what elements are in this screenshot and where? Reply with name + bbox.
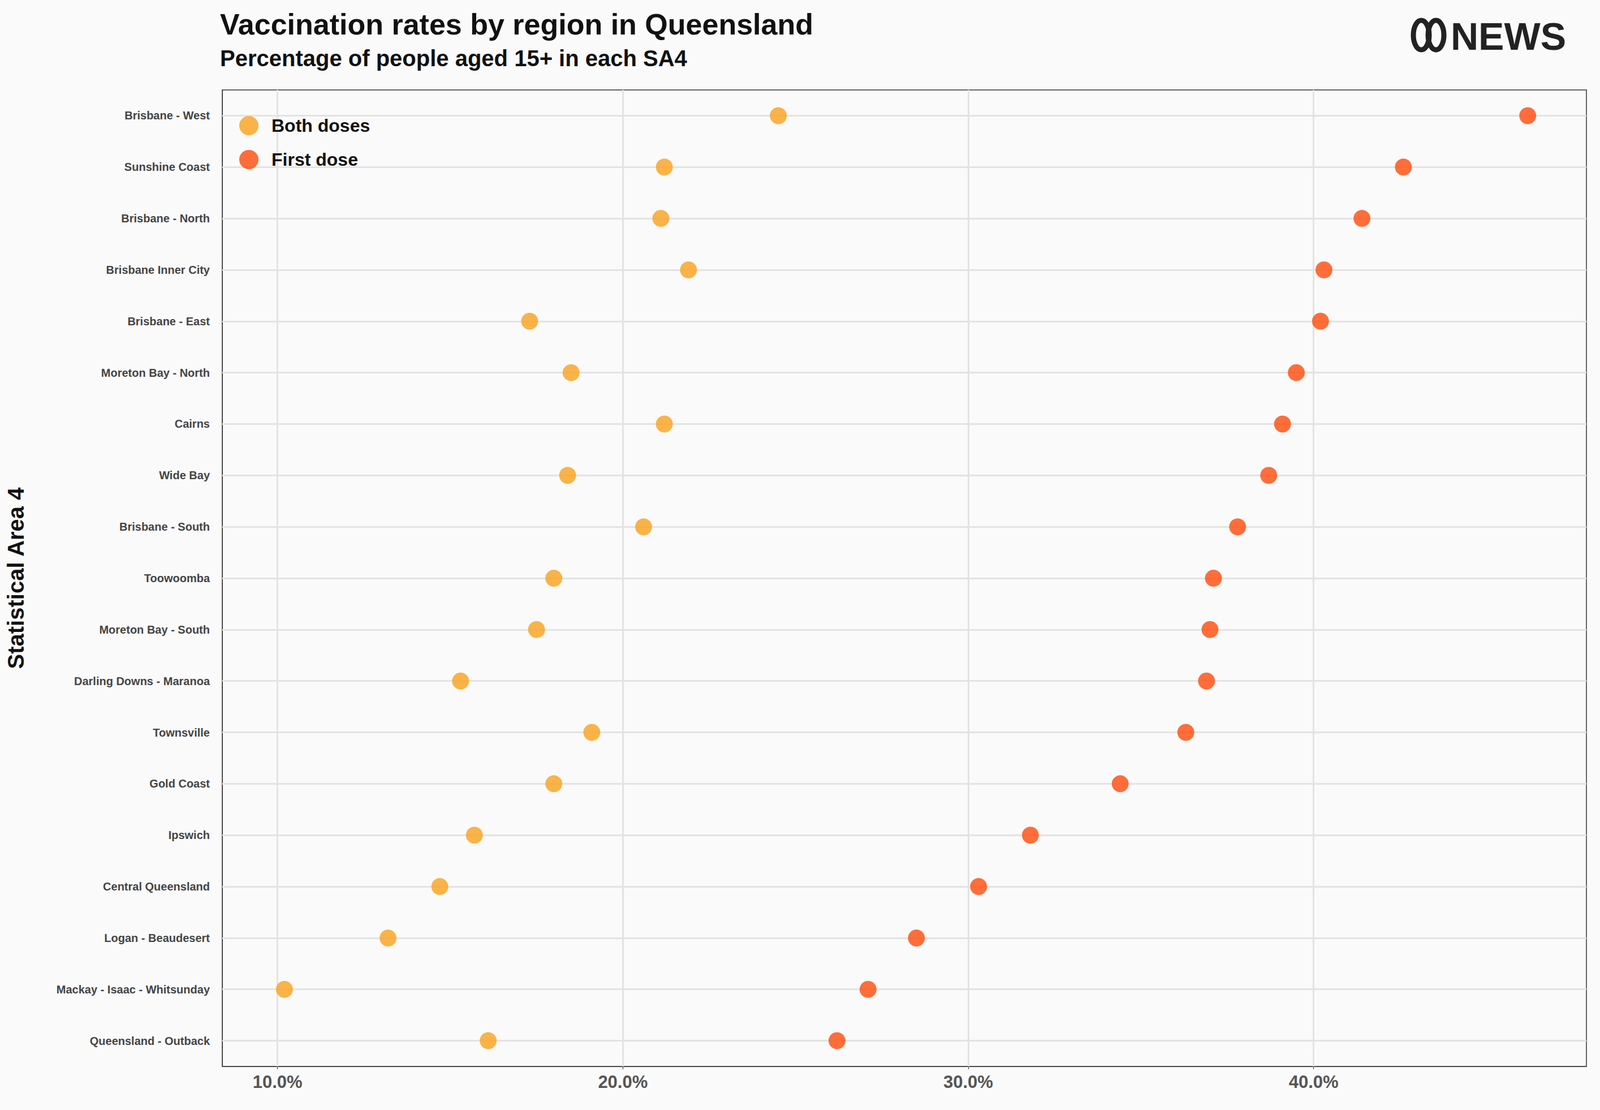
svg-text:Sunshine Coast: Sunshine Coast <box>124 160 210 174</box>
svg-text:Brisbane - South: Brisbane - South <box>119 520 210 533</box>
svg-text:Both doses: Both doses <box>271 115 370 136</box>
svg-text:Vaccination rates by region in: Vaccination rates by region in Queenslan… <box>220 7 814 41</box>
svg-text:20.0%: 20.0% <box>597 1071 648 1092</box>
svg-text:First dose: First dose <box>271 149 359 170</box>
svg-text:Moreton Bay - South: Moreton Bay - South <box>98 623 210 636</box>
svg-text:Central Queensland: Central Queensland <box>102 880 210 893</box>
svg-text:Ipswich: Ipswich <box>168 828 210 842</box>
svg-text:Wide Bay: Wide Bay <box>158 468 211 482</box>
svg-text:30.0%: 30.0% <box>943 1071 994 1092</box>
svg-text:Queensland - Outback: Queensland - Outback <box>89 1034 211 1047</box>
svg-text:Moreton Bay - North: Moreton Bay - North <box>101 366 210 379</box>
svg-text:Gold Coast: Gold Coast <box>149 777 210 790</box>
svg-text:Mackay - Isaac - Whitsunday: Mackay - Isaac - Whitsunday <box>56 982 211 996</box>
svg-text:Brisbane - East: Brisbane - East <box>127 315 210 328</box>
svg-text:Brisbane - North: Brisbane - North <box>121 212 210 225</box>
svg-text:Percentage of people aged 15+: Percentage of people aged 15+ in each SA… <box>220 45 688 71</box>
svg-text:Toowoomba: Toowoomba <box>144 571 211 585</box>
svg-text:Brisbane - West: Brisbane - West <box>124 109 210 122</box>
svg-text:40.0%: 40.0% <box>1288 1071 1339 1092</box>
svg-text:NEWS: NEWS <box>1450 14 1567 58</box>
svg-text:Townsville: Townsville <box>152 726 210 739</box>
svg-text:Logan - Beaudesert: Logan - Beaudesert <box>104 931 210 944</box>
svg-text:Cairns: Cairns <box>174 417 210 430</box>
svg-text:Statistical Area 4: Statistical Area 4 <box>3 486 29 670</box>
svg-text:10.0%: 10.0% <box>252 1071 303 1092</box>
svg-text:Darling Downs - Maranoa: Darling Downs - Maranoa <box>74 674 211 688</box>
svg-text:Brisbane Inner City: Brisbane Inner City <box>106 263 211 276</box>
